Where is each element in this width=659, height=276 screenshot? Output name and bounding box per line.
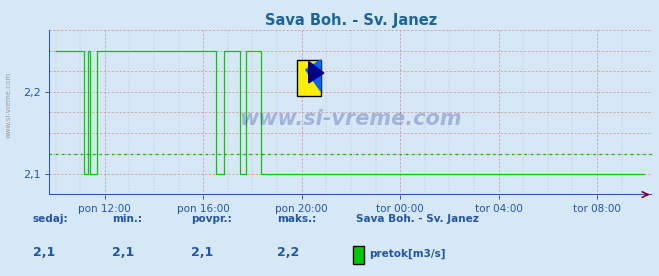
- Title: Sava Boh. - Sv. Janez: Sava Boh. - Sv. Janez: [265, 13, 437, 28]
- Text: min.:: min.:: [112, 214, 142, 224]
- Text: 2,1: 2,1: [33, 246, 55, 259]
- Text: sedaj:: sedaj:: [33, 214, 69, 224]
- Text: www.si-vreme.com: www.si-vreme.com: [240, 109, 462, 129]
- Text: www.si-vreme.com: www.si-vreme.com: [5, 72, 11, 138]
- Polygon shape: [306, 60, 321, 91]
- FancyBboxPatch shape: [297, 60, 321, 96]
- Text: povpr.:: povpr.:: [191, 214, 232, 224]
- Text: maks.:: maks.:: [277, 214, 316, 224]
- Text: 2,1: 2,1: [112, 246, 134, 259]
- Text: 2,2: 2,2: [277, 246, 299, 259]
- Text: Sava Boh. - Sv. Janez: Sava Boh. - Sv. Janez: [356, 214, 478, 224]
- Text: pretok[m3/s]: pretok[m3/s]: [369, 249, 445, 259]
- Polygon shape: [308, 62, 324, 83]
- Text: 2,1: 2,1: [191, 246, 214, 259]
